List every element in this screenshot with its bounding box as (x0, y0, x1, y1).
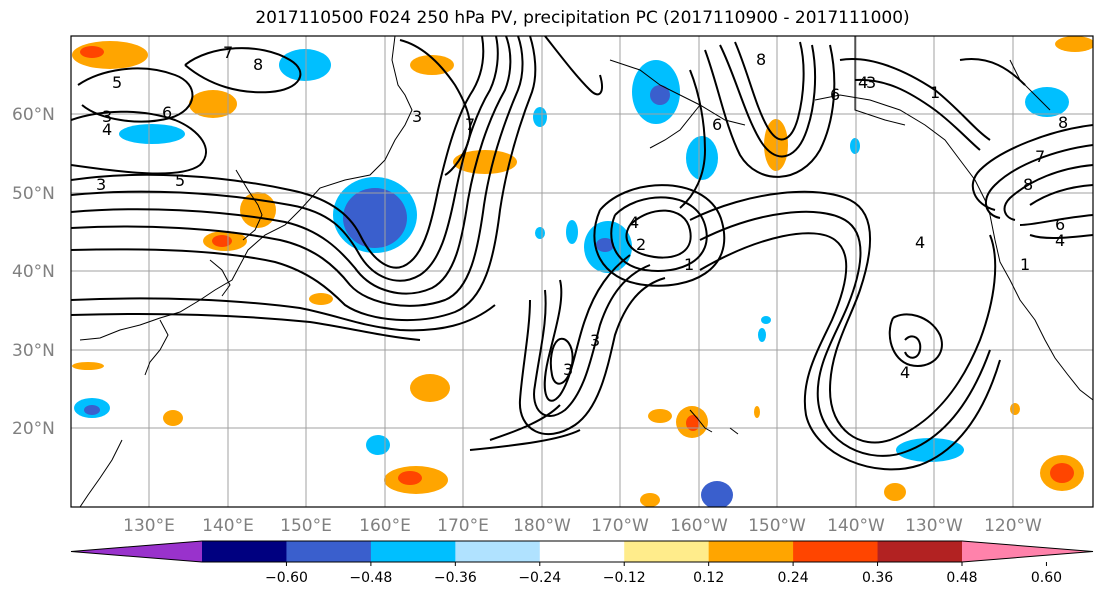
colorbar-bin (286, 541, 372, 562)
svg-text:3: 3 (412, 107, 422, 126)
svg-text:8: 8 (1058, 113, 1068, 132)
colorbar-tick-label: −0.24 (518, 570, 561, 586)
colorbar-bin (539, 541, 625, 562)
pv-contours (71, 36, 1093, 471)
latitude-labels: 60°N 50°N 40°N 30°N 20°N (12, 105, 55, 439)
svg-text:4: 4 (629, 213, 639, 232)
svg-text:3: 3 (96, 175, 106, 194)
colorbar-tick-label: −0.60 (265, 570, 308, 586)
svg-text:5: 5 (175, 171, 185, 190)
svg-text:2: 2 (636, 235, 646, 254)
colorbar-tick-label: 0.24 (778, 570, 809, 586)
svg-text:4: 4 (858, 73, 868, 92)
svg-text:120°W: 120°W (984, 516, 1042, 536)
map-frame (70, 35, 1094, 508)
colorbar-tick-label: 0.12 (693, 570, 724, 586)
svg-text:3: 3 (563, 360, 573, 379)
svg-text:140°W: 140°W (827, 516, 885, 536)
map-title: 2017110500 F024 250 hPa PV, precipitatio… (255, 8, 910, 28)
colorbar-bin (793, 541, 879, 562)
coastlines (79, 36, 1093, 507)
svg-text:150°E: 150°E (280, 516, 332, 536)
contour-labels: 7 8 5 3 4 6 3 5 3 7 8 6 4 1 3 8 6 4 1 8 … (96, 43, 1068, 382)
colorbar-outline (70, 540, 1094, 563)
svg-text:5: 5 (112, 73, 122, 92)
svg-text:130°W: 130°W (905, 516, 963, 536)
svg-text:3: 3 (866, 73, 876, 92)
graticule (71, 36, 1093, 507)
colorbar-tick-label: −0.12 (603, 570, 646, 586)
svg-text:140°E: 140°E (202, 516, 254, 536)
colorbar-bin (202, 541, 287, 562)
svg-text:6: 6 (162, 103, 172, 122)
colorbar: −0.60 −0.48 −0.36 −0.24 −0.12 0.12 0.24 0.36 0.4… (70, 540, 1094, 586)
svg-text:8: 8 (1023, 175, 1033, 194)
colorbar-extend-low (71, 541, 202, 562)
svg-text:6: 6 (830, 85, 840, 104)
longitude-labels: 130°E 140°E 150°E 160°E 170°E 180°W 170°… (123, 516, 1042, 536)
svg-text:1: 1 (930, 83, 940, 102)
map-field: 7 8 5 3 4 6 3 5 3 7 8 6 4 1 3 8 6 4 1 8 … (71, 36, 1093, 507)
colorbar-bin (624, 541, 710, 562)
svg-text:160°W: 160°W (670, 516, 728, 536)
svg-text:4: 4 (102, 120, 112, 139)
svg-text:3: 3 (590, 331, 600, 350)
svg-text:4: 4 (915, 233, 925, 252)
svg-text:4: 4 (900, 363, 910, 382)
svg-text:7: 7 (1035, 147, 1045, 166)
colorbar-bin (455, 541, 541, 562)
svg-text:170°W: 170°W (591, 516, 649, 536)
svg-text:180°W: 180°W (513, 516, 571, 536)
svg-text:7: 7 (465, 115, 475, 134)
colorbar-extend-high (962, 541, 1093, 562)
precip-negative-shading (74, 49, 1069, 507)
colorbar-tick-label: 0.48 (946, 570, 977, 586)
svg-text:7: 7 (223, 43, 233, 62)
svg-text:4: 4 (1055, 231, 1065, 250)
colorbar-tick-label: 0.36 (862, 570, 893, 586)
svg-text:6: 6 (1055, 215, 1065, 234)
svg-text:20°N: 20°N (12, 419, 55, 439)
svg-text:30°N: 30°N (12, 341, 55, 361)
colorbar-bin (370, 541, 456, 562)
colorbar-tick-label: −0.48 (349, 570, 392, 586)
svg-text:130°E: 130°E (123, 516, 175, 536)
svg-text:3: 3 (102, 107, 112, 126)
svg-text:8: 8 (253, 55, 263, 74)
svg-text:40°N: 40°N (12, 262, 55, 282)
svg-text:160°E: 160°E (359, 516, 411, 536)
svg-text:60°N: 60°N (12, 105, 55, 125)
svg-text:150°W: 150°W (748, 516, 806, 536)
colorbar-bin (708, 541, 794, 562)
svg-text:6: 6 (712, 115, 722, 134)
svg-text:1: 1 (1020, 255, 1030, 274)
colorbar-tick-label: 0.60 (1031, 570, 1062, 586)
colorbar-tick-label: −0.36 (434, 570, 477, 586)
svg-text:50°N: 50°N (12, 184, 55, 204)
svg-text:8: 8 (756, 50, 766, 69)
svg-text:170°E: 170°E (437, 516, 489, 536)
colorbar-bin (877, 541, 963, 562)
svg-text:1: 1 (684, 255, 694, 274)
